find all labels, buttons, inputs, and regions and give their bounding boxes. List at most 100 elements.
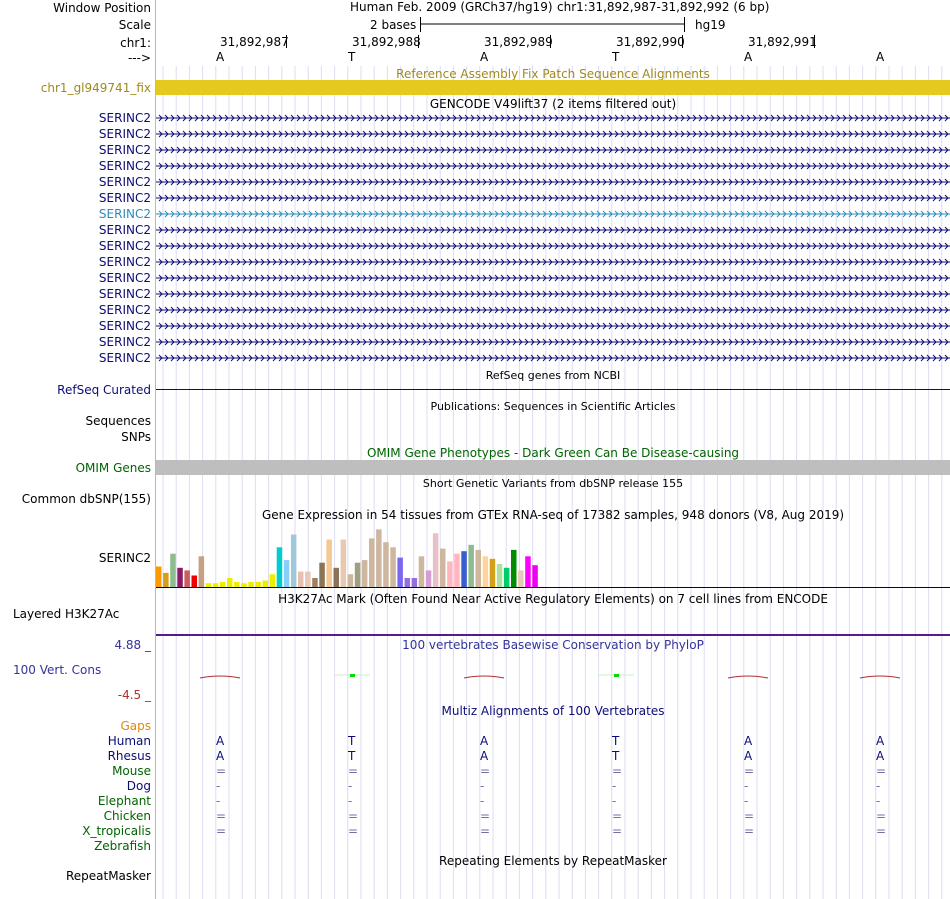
gencode-gene-label[interactable]: SERINC2 bbox=[98, 335, 151, 349]
gtex-tissue-bar[interactable] bbox=[219, 581, 226, 587]
gtex-tissue-bar[interactable] bbox=[347, 574, 354, 587]
gencode-gene-label[interactable]: SERINC2 bbox=[98, 303, 151, 317]
gtex-tissue-bar[interactable] bbox=[276, 547, 283, 587]
phylop-conservation-plot[interactable] bbox=[156, 662, 950, 692]
gtex-tissue-bar[interactable] bbox=[312, 578, 318, 587]
gtex-tissue-bar[interactable] bbox=[489, 558, 496, 587]
gtex-tissue-bar[interactable] bbox=[525, 556, 531, 587]
gtex-tissue-bar[interactable] bbox=[496, 564, 503, 587]
gtex-tissue-bar[interactable] bbox=[354, 562, 361, 587]
gtex-tissue-bar[interactable] bbox=[425, 570, 432, 587]
gtex-tissue-bar[interactable] bbox=[369, 538, 375, 587]
gtex-tissue-bar[interactable] bbox=[283, 560, 290, 587]
gencode-gene-label[interactable]: SERINC2 bbox=[98, 351, 151, 365]
gencode-gene-label[interactable]: SERINC2 bbox=[98, 159, 151, 173]
gtex-tissue-bar[interactable] bbox=[319, 562, 325, 587]
refseq-track-label[interactable]: RefSeq Curated bbox=[57, 383, 151, 397]
gtex-tissue-bar[interactable] bbox=[482, 556, 489, 587]
gtex-tissue-bar[interactable] bbox=[269, 574, 276, 587]
gtex-tissue-bar[interactable] bbox=[361, 560, 368, 587]
gtex-tissue-bar[interactable] bbox=[241, 583, 247, 587]
multiz-species-label[interactable]: Rhesus bbox=[107, 749, 151, 763]
gencode-gene-label[interactable]: SERINC2 bbox=[98, 127, 151, 141]
multiz-species-label[interactable]: Chicken bbox=[103, 809, 151, 823]
gencode-gene-label[interactable]: SERINC2 bbox=[98, 271, 151, 285]
gtex-tissue-bar[interactable] bbox=[383, 542, 389, 587]
gtex-tissue-bar[interactable] bbox=[298, 571, 304, 587]
gtex-expression-chart[interactable] bbox=[156, 522, 950, 588]
phylop-positive-score[interactable] bbox=[614, 674, 619, 677]
gtex-tissue-bar[interactable] bbox=[390, 547, 396, 587]
gtex-tissue-bar[interactable] bbox=[468, 544, 474, 587]
gtex-tissue-bar[interactable] bbox=[397, 557, 403, 587]
phylop-negative-score[interactable] bbox=[727, 675, 769, 679]
gtex-tissue-bar[interactable] bbox=[255, 581, 261, 587]
gencode-gene-label[interactable]: SERINC2 bbox=[98, 287, 151, 301]
gtex-track-label[interactable]: SERINC2 bbox=[98, 551, 151, 565]
gtex-tissue-bar[interactable] bbox=[518, 570, 524, 587]
gtex-tissue-bar[interactable] bbox=[532, 565, 538, 587]
gencode-gene-label[interactable]: SERINC2 bbox=[98, 239, 151, 253]
gtex-tissue-bar[interactable] bbox=[177, 567, 183, 587]
gtex-tissue-bar[interactable] bbox=[184, 570, 190, 587]
multiz-species-label[interactable]: X_tropicalis bbox=[82, 824, 151, 838]
gtex-tissue-bar[interactable] bbox=[212, 583, 219, 587]
gtex-tissue-bar[interactable] bbox=[440, 548, 446, 587]
gtex-tissue-bar[interactable] bbox=[511, 549, 517, 587]
phylop-negative-score[interactable] bbox=[463, 675, 505, 679]
gtex-tissue-bar[interactable] bbox=[340, 539, 347, 587]
gtex-tissue-bar[interactable] bbox=[305, 571, 311, 587]
gtex-tissue-bar[interactable] bbox=[447, 561, 453, 587]
gtex-tissue-bar[interactable] bbox=[227, 578, 233, 587]
repeatmasker-track-label[interactable]: RepeatMasker bbox=[65, 869, 151, 883]
dbsnp-track-label[interactable]: Common dbSNP(155) bbox=[21, 492, 151, 506]
gtex-tissue-bar[interactable] bbox=[503, 567, 510, 587]
gtex-tissue-bar[interactable] bbox=[418, 556, 425, 587]
gtex-tissue-bar[interactable] bbox=[290, 534, 297, 588]
refseq-gene-line[interactable] bbox=[156, 389, 950, 390]
gtex-tissue-bar[interactable] bbox=[191, 575, 198, 588]
gencode-gene-label[interactable]: SERINC2 bbox=[98, 175, 151, 189]
omim-gene-bar[interactable] bbox=[156, 460, 950, 475]
gtex-tissue-bar[interactable] bbox=[262, 580, 269, 587]
gtex-tissue-bar[interactable] bbox=[411, 578, 418, 587]
omim-track-label[interactable]: OMIM Genes bbox=[75, 461, 151, 475]
gencode-gene-label[interactable]: SERINC2 bbox=[98, 191, 151, 205]
h3k27ac-track-label[interactable]: Layered H3K27Ac bbox=[13, 607, 120, 621]
fix-patch-bar[interactable] bbox=[156, 80, 950, 95]
gencode-gene-label[interactable]: SERINC2 bbox=[98, 143, 151, 157]
gtex-tissue-bar[interactable] bbox=[376, 529, 382, 587]
multiz-species-label[interactable]: Zebrafish bbox=[94, 839, 151, 853]
phylop-negative-score[interactable] bbox=[859, 675, 901, 679]
gtex-tissue-bar[interactable] bbox=[404, 578, 411, 587]
multiz-gaps-label[interactable]: Gaps bbox=[120, 719, 151, 733]
gencode-gene-label[interactable]: SERINC2 bbox=[98, 207, 151, 221]
gencode-gene-label[interactable]: SERINC2 bbox=[98, 111, 151, 125]
publications-track-label-1[interactable]: Sequences bbox=[85, 414, 151, 428]
gtex-tissue-bar[interactable] bbox=[432, 533, 439, 587]
fix-patch-track-label[interactable]: chr1_gl949741_fix bbox=[40, 81, 151, 95]
gtex-tissue-bar[interactable] bbox=[461, 551, 467, 587]
gtex-tissue-bar[interactable] bbox=[163, 572, 169, 587]
gtex-tissue-bar[interactable] bbox=[156, 566, 162, 588]
gtex-tissue-bar[interactable] bbox=[198, 556, 205, 587]
phylop-negative-score[interactable] bbox=[199, 675, 241, 679]
gtex-tissue-bar[interactable] bbox=[170, 553, 176, 587]
publications-track-label-2[interactable]: SNPs bbox=[121, 430, 151, 444]
multiz-species-label[interactable]: Elephant bbox=[97, 794, 151, 808]
gencode-gene-label[interactable]: SERINC2 bbox=[98, 255, 151, 269]
gtex-tissue-bar[interactable] bbox=[248, 581, 254, 587]
gtex-tissue-bar[interactable] bbox=[234, 581, 240, 587]
phylop-positive-score[interactable] bbox=[350, 674, 355, 677]
phylop-track-label[interactable]: 100 Vert. Cons bbox=[13, 663, 102, 677]
multiz-species-label[interactable]: Dog bbox=[126, 779, 151, 793]
gencode-gene-label[interactable]: SERINC2 bbox=[98, 223, 151, 237]
gtex-tissue-bar[interactable] bbox=[326, 539, 332, 587]
multiz-species-label[interactable]: Human bbox=[107, 734, 151, 748]
gencode-gene-lines[interactable] bbox=[156, 110, 950, 370]
multiz-species-label[interactable]: Mouse bbox=[112, 764, 151, 778]
gtex-tissue-bar[interactable] bbox=[475, 549, 482, 587]
gencode-gene-label[interactable]: SERINC2 bbox=[98, 319, 151, 333]
gtex-tissue-bar[interactable] bbox=[333, 567, 340, 587]
